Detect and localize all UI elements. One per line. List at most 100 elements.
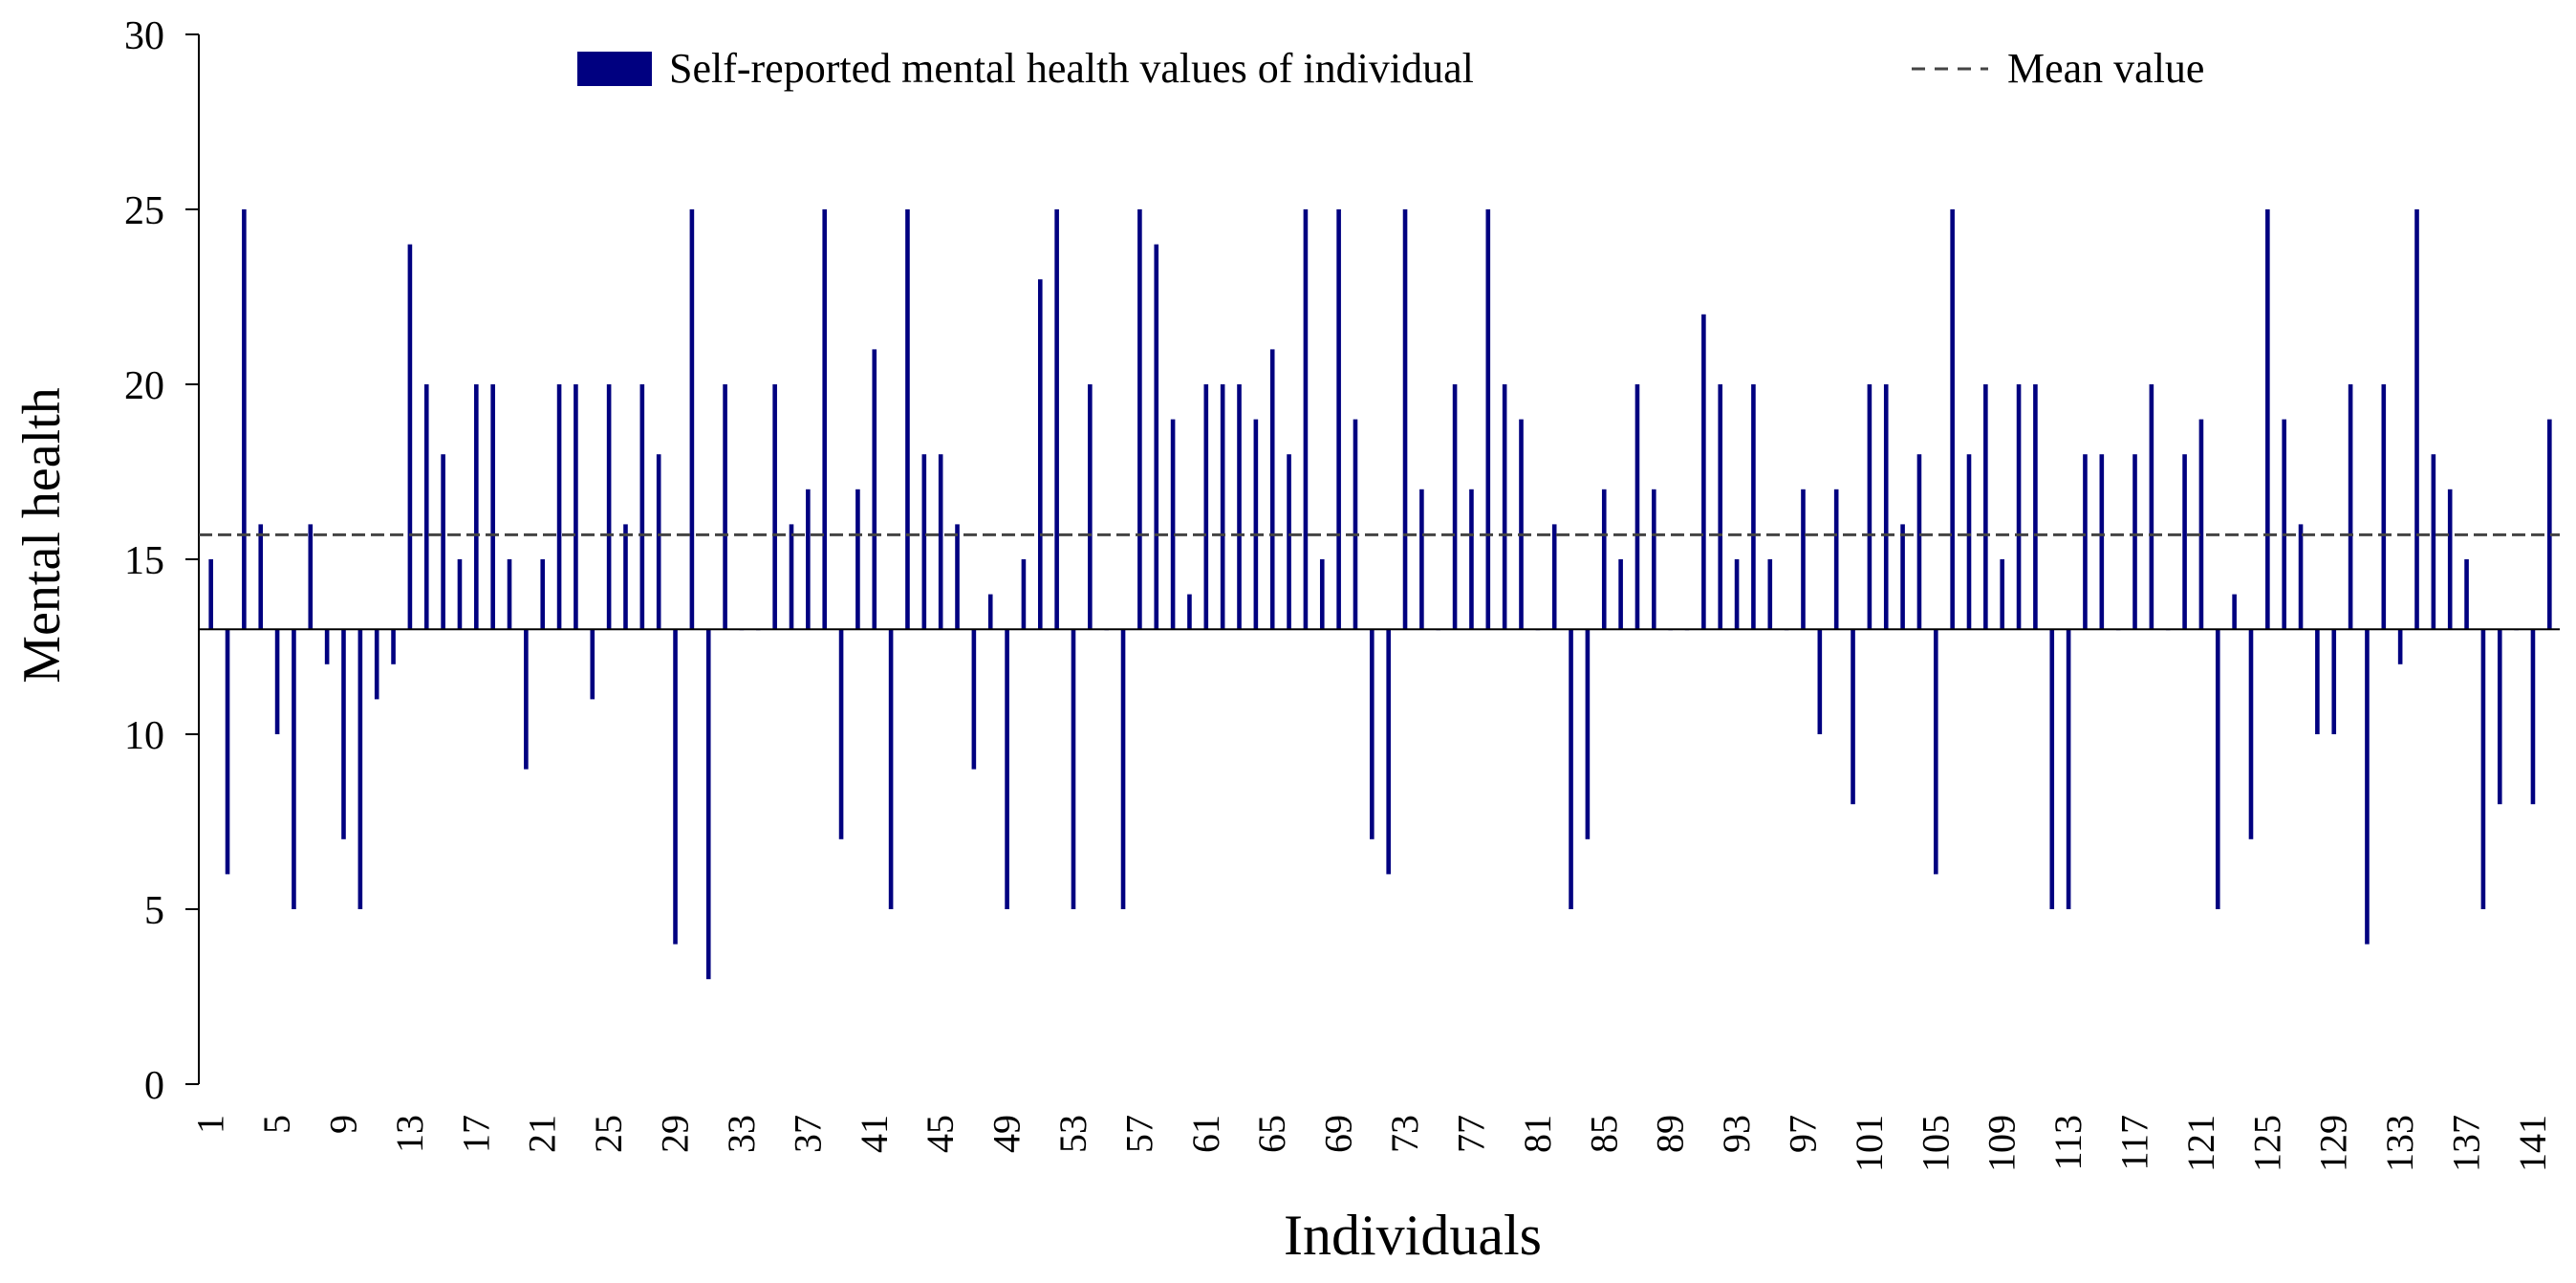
bar [1021, 559, 1027, 630]
bar [1287, 454, 1291, 630]
bar [590, 629, 595, 700]
bar [1900, 524, 1905, 630]
bar [242, 209, 247, 630]
bar [938, 454, 943, 630]
bar [2381, 384, 2387, 630]
bar [2066, 629, 2071, 909]
bar [1203, 384, 1209, 630]
bar [2265, 209, 2270, 630]
x-tick-label: 17 [454, 1115, 497, 1153]
y-tick-label: 15 [124, 539, 164, 583]
x-tick-label: 137 [2445, 1115, 2488, 1172]
bar [2049, 629, 2055, 909]
x-tick-label: 5 [255, 1115, 298, 1134]
x-tick-label: 105 [1914, 1115, 1957, 1172]
x-tick-label: 9 [322, 1115, 365, 1134]
bar [574, 384, 578, 630]
bar [822, 209, 827, 630]
bar [1701, 314, 1706, 630]
bar [1966, 454, 1972, 630]
x-tick-label: 61 [1184, 1115, 1227, 1153]
bar [324, 629, 330, 664]
bar [1336, 209, 1341, 630]
bar [1054, 209, 1059, 630]
bar [1303, 209, 1309, 630]
bar [1569, 629, 1573, 909]
bar [1485, 209, 1491, 630]
bar [2348, 384, 2353, 630]
y-tick-label: 10 [124, 714, 164, 758]
bar [789, 524, 794, 630]
bar [1253, 419, 1259, 630]
x-tick-label: 97 [1782, 1115, 1825, 1153]
bar [1120, 629, 1126, 909]
x-tick-label: 53 [1051, 1115, 1094, 1153]
bar [673, 629, 678, 945]
bar [2132, 454, 2137, 630]
x-tick-label: 113 [2046, 1115, 2089, 1171]
bar [656, 454, 661, 630]
bar [1751, 384, 1756, 630]
bar [2198, 419, 2204, 630]
bar [1601, 489, 1607, 630]
bar [2397, 629, 2403, 664]
bar [1867, 384, 1872, 630]
bar [1170, 419, 1176, 630]
bar [341, 629, 346, 839]
bar [1916, 454, 1922, 630]
x-tick-label: 57 [1117, 1115, 1160, 1153]
bar [955, 524, 960, 630]
bar [1934, 629, 1938, 875]
bar [1353, 419, 1358, 630]
bar [2083, 454, 2088, 630]
bar [490, 384, 495, 630]
x-tick-label: 93 [1715, 1115, 1758, 1153]
y-tick-label: 20 [124, 364, 164, 408]
bar [772, 384, 777, 630]
bar [2331, 629, 2337, 734]
bar [1551, 524, 1557, 630]
x-tick-label: 117 [2113, 1115, 2156, 1171]
bar [2298, 524, 2304, 630]
bar [1452, 384, 1458, 630]
x-tick-label: 65 [1250, 1115, 1293, 1153]
x-tick-label: 69 [1317, 1115, 1360, 1153]
x-tick-label: 37 [786, 1115, 829, 1153]
x-tick-label: 77 [1449, 1115, 1492, 1153]
bar [1005, 629, 1009, 909]
bar [1187, 594, 1192, 630]
bar [1071, 629, 1076, 909]
bar [556, 384, 562, 630]
bar [872, 349, 877, 630]
bar [1652, 489, 1656, 630]
bar [2431, 454, 2436, 630]
bar [606, 384, 612, 630]
bar [2497, 629, 2502, 805]
bar [623, 524, 628, 630]
bar [2248, 629, 2254, 839]
x-tick-label: 121 [2179, 1115, 2222, 1172]
bar [292, 629, 296, 909]
bar [1883, 384, 1889, 630]
bar [274, 629, 280, 734]
x-tick-label: 1 [189, 1115, 232, 1134]
x-tick-label: 49 [985, 1115, 1028, 1153]
bar [208, 559, 213, 630]
x-tick-label: 45 [919, 1115, 962, 1153]
bar [689, 209, 695, 630]
x-tick-label: 133 [2378, 1115, 2421, 1172]
legend-bars-label: Self-reported mental health values of in… [669, 45, 1474, 92]
x-tick-label: 73 [1383, 1115, 1426, 1153]
bar [2447, 489, 2453, 630]
bar [2215, 629, 2220, 909]
bar [2464, 559, 2469, 630]
bar [474, 384, 479, 630]
bar [2414, 209, 2419, 630]
bar [2315, 629, 2320, 734]
bar [507, 559, 512, 630]
x-tick-label: 141 [2511, 1115, 2554, 1172]
bar [1088, 384, 1093, 630]
bar [1767, 559, 1773, 630]
